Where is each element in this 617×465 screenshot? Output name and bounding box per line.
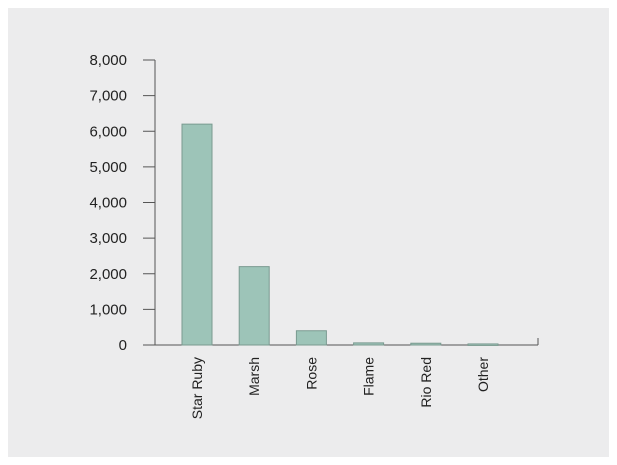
x-tick-label: Marsh — [246, 357, 262, 396]
y-tick-label: 6,000 — [89, 123, 127, 140]
x-tick-label: Flame — [361, 357, 377, 396]
y-tick-label: 1,000 — [89, 301, 127, 318]
y-axis: 0 1,000 2,000 3,000 4,000 5,000 6,000 7,000 8,00… — [89, 52, 156, 354]
bar-flame — [353, 342, 385, 346]
bar-rio-red — [410, 342, 442, 346]
x-tick-label: Other — [475, 357, 491, 392]
y-tick-label: 3,000 — [89, 230, 127, 247]
bars — [181, 123, 499, 346]
y-tick-label: 4,000 — [89, 195, 127, 212]
y-tick-label: 0 — [119, 337, 127, 354]
bar-star-ruby — [181, 123, 213, 346]
y-tick-label: 2,000 — [89, 266, 127, 283]
y-tick-label: 5,000 — [89, 159, 127, 176]
bar-rose — [295, 330, 327, 346]
y-tick-label: 7,000 — [89, 88, 127, 105]
x-tick-label: Star Ruby — [189, 357, 205, 419]
bar-marsh — [238, 266, 270, 346]
x-tick-label: Rio Red — [418, 357, 434, 408]
category-labels: Star Ruby Marsh Rose Flame Rio Red Other — [189, 357, 491, 420]
bar-other — [467, 343, 499, 346]
y-tick-label: 8,000 — [89, 52, 127, 69]
x-tick-label: Rose — [303, 357, 319, 390]
chart-panel — [8, 8, 609, 457]
